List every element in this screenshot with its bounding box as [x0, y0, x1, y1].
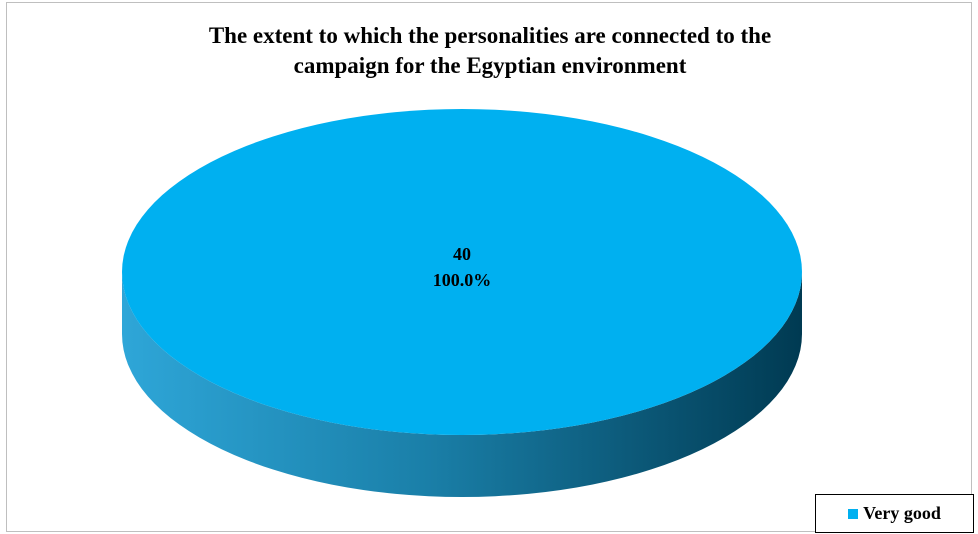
legend: Very good [815, 494, 974, 533]
slice-value-label: 40 [453, 244, 471, 264]
slice-percent-label: 100.0% [433, 270, 492, 290]
legend-label-very-good: Very good [863, 503, 941, 523]
chart-title-line-2: campaign for the Egyptian environment [293, 53, 687, 78]
chart-title: The extent to which the personalities ar… [7, 21, 973, 81]
pie-slice-side-very-good [122, 272, 802, 497]
pie-chart: 40 100.0% [122, 109, 802, 497]
chart-area: The extent to which the personalities ar… [6, 2, 974, 533]
pie-slice-top-very-good [122, 109, 802, 435]
chart-title-line-1: The extent to which the personalities ar… [208, 23, 772, 48]
legend-swatch-very-good [848, 508, 859, 519]
